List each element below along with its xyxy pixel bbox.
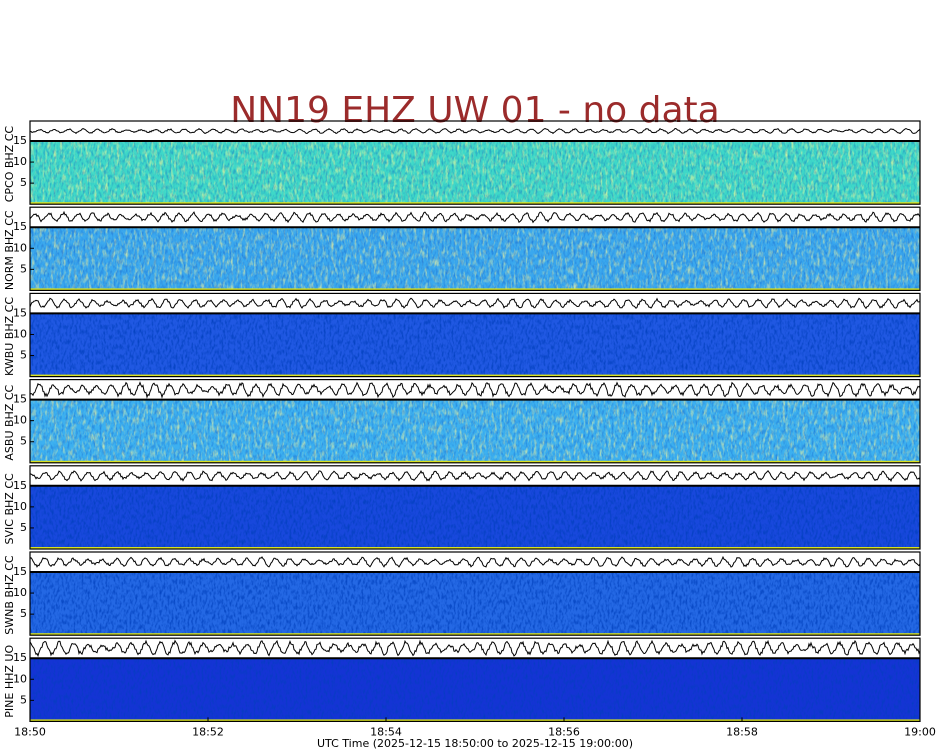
y-tick-label: 15 [13,479,27,492]
waveform [29,469,921,483]
y-tick-label: 5 [20,176,27,189]
chart-title: NN19 EHZ UW 01 - no data [230,90,719,131]
y-tick-label: 15 [13,393,27,406]
panel-frame [29,120,921,205]
y-tick-label: 10 [13,241,27,254]
station-label: SVIC BHZ CC [3,473,16,544]
station-label: PINE HHZ UO [3,645,16,718]
x-tick-label: 18:50 [14,725,46,738]
station-label: KWBU BHZ CC [3,297,16,376]
low-band [30,202,920,205]
waveform [29,127,921,135]
y-tick-label: 15 [13,220,27,233]
y-tick-label: 10 [13,500,27,513]
panel-frame [29,637,921,723]
spectrogram-noise [30,658,920,722]
y-tick-label: 5 [20,262,27,275]
waveform [29,210,921,224]
x-axis-label: UTC Time (2025-12-15 18:50:00 to 2025-12… [317,737,633,750]
y-tick-label: 10 [13,586,27,599]
y-tick-label: 15 [13,565,27,578]
y-tick-label: 15 [13,306,27,319]
y-tick-label: 5 [20,607,27,620]
y-tick-label: 10 [13,327,27,340]
x-tick-label: 19:00 [904,725,936,738]
panel-frame [29,465,921,550]
x-tick-label: 18:58 [726,725,758,738]
y-tick-label: 5 [20,693,27,706]
spectrogram-noise [30,313,920,377]
panel-frame [29,206,921,291]
y-tick-label: 10 [13,414,27,427]
spectrogram-noise [30,399,920,463]
y-tick-label: 15 [13,651,27,664]
x-tick-label: 18:56 [548,725,580,738]
station-label: SWNB BHZ CC [3,555,16,635]
x-tick-label: 18:54 [370,725,402,738]
y-tick-label: 5 [20,349,27,362]
low-band [30,547,920,549]
spectrogram-noise [30,485,920,549]
station-label: NORM BHZ CC [3,210,16,290]
y-tick-label: 5 [20,435,27,448]
low-band [30,374,920,377]
y-tick-label: 10 [13,155,27,168]
low-band [30,719,920,722]
spectrogram-noise [30,141,920,205]
waveform [29,639,921,658]
spectrogram-noise [30,572,920,636]
station-label: CPCO BHZ CC [3,126,16,203]
low-band [30,633,920,636]
x-tick-label: 18:52 [192,725,224,738]
panel-frame [29,292,921,378]
waveform [29,555,921,568]
waveform [29,381,921,399]
y-tick-label: 10 [13,672,27,685]
panel-frame [29,551,921,636]
y-tick-label: 15 [13,134,27,147]
panel-frame [29,379,921,464]
low-band [30,460,920,463]
waveform [29,297,921,310]
low-band [30,288,920,291]
y-tick-label: 5 [20,521,27,534]
station-label: ASBU BHZ CC [3,384,16,460]
spectrogram-noise [30,227,920,291]
